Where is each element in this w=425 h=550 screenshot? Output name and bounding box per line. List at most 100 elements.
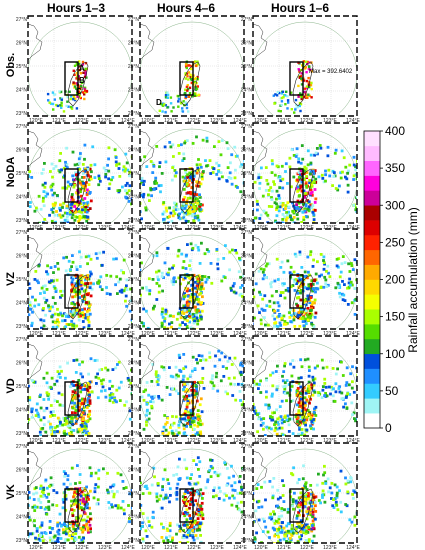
rain-cell xyxy=(173,212,177,216)
rain-cell xyxy=(249,215,252,218)
rain-cell xyxy=(38,525,42,529)
rain-cell xyxy=(278,186,282,189)
rain-cell xyxy=(302,386,306,390)
rain-cell xyxy=(166,215,170,219)
rain-cell xyxy=(116,292,119,295)
rain-cell xyxy=(73,64,77,67)
rain-cell xyxy=(341,298,345,302)
rain-cell xyxy=(322,285,326,289)
rain-cell xyxy=(66,219,70,223)
rain-cell xyxy=(70,95,73,98)
rain-cell xyxy=(20,507,23,510)
rain-cell xyxy=(79,426,83,430)
rain-cell xyxy=(85,301,88,304)
rain-cell xyxy=(174,429,178,433)
rain-cell xyxy=(82,181,85,185)
rain-cell xyxy=(35,206,38,210)
rain-cell xyxy=(306,389,310,393)
taiwan-coastline xyxy=(292,274,314,320)
rain-cell xyxy=(150,395,153,399)
rain-cell xyxy=(299,397,303,401)
china-coastline xyxy=(28,343,43,381)
rain-cell xyxy=(53,399,57,402)
rain-cell xyxy=(130,202,132,206)
rain-cell xyxy=(212,489,216,492)
china-coastline xyxy=(28,450,43,488)
rain-cell xyxy=(204,358,208,362)
rain-cell xyxy=(116,504,120,507)
rain-cell xyxy=(190,293,194,296)
rain-cell xyxy=(70,382,74,386)
rain-cell xyxy=(80,501,84,505)
rain-cell xyxy=(188,514,191,517)
rain-cell xyxy=(182,198,185,202)
rain-cell xyxy=(109,485,112,489)
rain-cell xyxy=(359,385,362,388)
rain-cell xyxy=(295,403,299,407)
rain-cell xyxy=(259,322,263,326)
rain-cell xyxy=(28,175,30,178)
rain-cell xyxy=(186,523,189,527)
rain-cell xyxy=(202,387,206,390)
rain-cell xyxy=(309,153,313,157)
rain-cell xyxy=(70,265,73,268)
rain-cell xyxy=(288,214,292,218)
rain-cell xyxy=(234,249,237,252)
rain-cell xyxy=(245,187,248,190)
rain-cell xyxy=(297,177,301,181)
rain-cell xyxy=(83,397,87,401)
rain-cell xyxy=(147,393,151,397)
rain-cell xyxy=(196,536,199,540)
rain-cell xyxy=(296,387,300,390)
x-tick-label: 120°E xyxy=(254,118,268,124)
rain-cell xyxy=(389,405,392,408)
rain-cell xyxy=(276,417,280,421)
rain-cell xyxy=(194,64,198,68)
rain-cell xyxy=(39,207,43,211)
rain-cell xyxy=(200,284,204,287)
rain-cell xyxy=(380,182,383,185)
rain-cell xyxy=(182,260,186,263)
rain-cell xyxy=(226,360,230,363)
rain-cell xyxy=(28,304,30,308)
rain-cell xyxy=(188,171,192,175)
rain-cell xyxy=(182,427,186,431)
rain-cell xyxy=(285,399,288,403)
rain-cell xyxy=(162,425,166,429)
rain-cell xyxy=(28,398,32,402)
rain-cell xyxy=(299,109,302,113)
rain-cell xyxy=(50,208,54,211)
rain-cell xyxy=(128,409,132,413)
rain-cell xyxy=(304,408,308,412)
rain-cell xyxy=(142,179,146,183)
rain-cell xyxy=(151,397,154,400)
rain-cell xyxy=(296,393,299,397)
rain-cell xyxy=(319,146,323,150)
rain-cell xyxy=(258,217,262,220)
rain-cell xyxy=(58,90,61,93)
rain-cell xyxy=(28,518,32,522)
rain-cell xyxy=(119,380,123,384)
rain-cell xyxy=(293,289,297,292)
rain-cell xyxy=(211,466,214,470)
rain-cell xyxy=(50,433,54,436)
panel-content xyxy=(253,16,357,116)
rain-cell xyxy=(53,312,57,316)
rain-cell xyxy=(305,85,309,88)
y-tick-label: 23°N xyxy=(16,431,28,437)
rain-cell xyxy=(201,138,205,142)
rain-cell xyxy=(83,388,86,391)
rain-cell xyxy=(188,320,191,324)
rain-cell xyxy=(325,269,328,273)
rain-cell xyxy=(172,473,176,477)
rain-cell xyxy=(250,505,253,508)
rain-cell xyxy=(178,369,182,372)
rain-cell xyxy=(298,324,302,328)
rain-cell xyxy=(73,85,77,88)
rain-cell xyxy=(87,530,90,534)
rain-cell xyxy=(294,108,297,111)
rain-cell xyxy=(337,283,340,287)
rain-cell xyxy=(307,93,310,96)
rain-cell xyxy=(117,167,121,170)
rain-cell xyxy=(175,486,179,490)
